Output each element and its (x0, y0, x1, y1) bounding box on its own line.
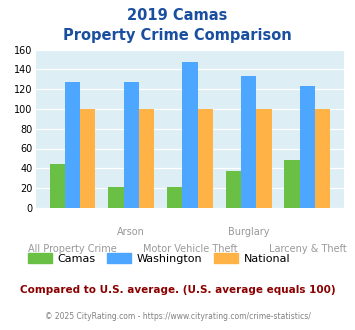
Bar (300, 86, 315, 208)
Bar (256, 109, 272, 208)
Bar (80, 109, 95, 208)
Text: Property Crime Comparison: Property Crime Comparison (63, 28, 292, 43)
Text: Compared to U.S. average. (U.S. average equals 100): Compared to U.S. average. (U.S. average … (20, 285, 335, 295)
Bar (226, 171, 241, 208)
Text: Larceny & Theft: Larceny & Theft (268, 244, 346, 254)
Legend: Camas, Washington, National: Camas, Washington, National (23, 248, 295, 268)
Bar (50, 164, 65, 208)
Bar (198, 109, 213, 208)
Text: Motor Vehicle Theft: Motor Vehicle Theft (143, 244, 237, 254)
Text: Arson: Arson (117, 227, 145, 237)
Bar (241, 76, 256, 208)
Text: © 2025 CityRating.com - https://www.cityrating.com/crime-statistics/: © 2025 CityRating.com - https://www.city… (45, 312, 310, 321)
Bar (124, 82, 139, 208)
Text: 2019 Camas: 2019 Camas (127, 8, 228, 23)
Bar (315, 109, 330, 208)
Bar (167, 187, 182, 208)
Bar (108, 187, 124, 208)
Text: Burglary: Burglary (228, 227, 269, 237)
Text: All Property Crime: All Property Crime (28, 244, 117, 254)
Bar (182, 62, 198, 208)
Bar (139, 109, 154, 208)
Bar (65, 82, 80, 208)
Bar (284, 160, 300, 208)
